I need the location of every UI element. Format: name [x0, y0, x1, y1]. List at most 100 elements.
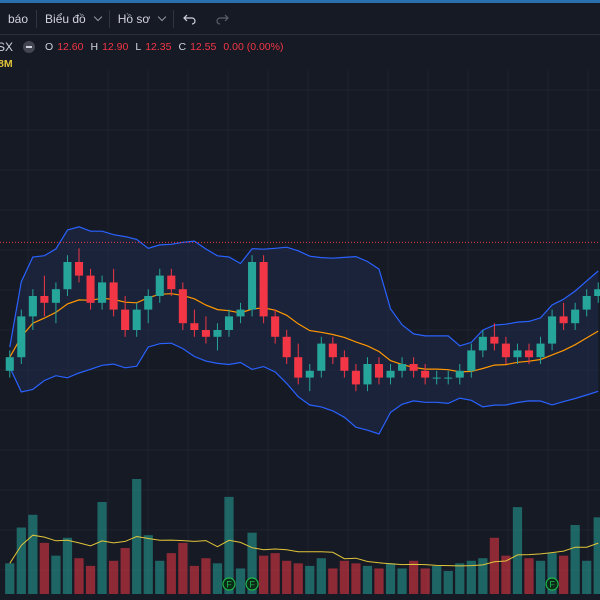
collapse-legend-button[interactable] — [23, 41, 36, 53]
candle-body — [398, 364, 407, 371]
candle-body — [548, 316, 557, 344]
chart-menu-label: Biểu đồ — [45, 11, 86, 26]
candle-body — [351, 370, 360, 385]
candle-body — [109, 282, 118, 310]
candle-body — [501, 343, 510, 358]
minus-icon — [26, 46, 33, 48]
volume-bar — [501, 555, 511, 594]
volume-bar — [409, 560, 419, 594]
low-label: L — [135, 41, 142, 53]
volume-bar — [466, 560, 476, 594]
candle-body — [178, 289, 187, 324]
candle-body — [213, 330, 222, 337]
candle-body — [144, 296, 153, 310]
candle-body — [17, 316, 26, 358]
candle-body — [409, 364, 418, 371]
candle-body — [490, 336, 499, 344]
redo-icon — [214, 11, 230, 27]
fund-marker-icon — [545, 577, 559, 591]
volume-bar — [455, 563, 465, 594]
candle-body — [340, 357, 349, 371]
toolbar-separator — [36, 9, 38, 28]
candle-body — [259, 262, 268, 317]
undo-button[interactable] — [174, 3, 206, 34]
candle-body — [86, 275, 95, 303]
candle-body — [167, 275, 176, 290]
candle-body — [63, 262, 72, 290]
menu-partial-label: báo — [8, 11, 29, 26]
volume-bar — [212, 563, 223, 594]
undo-icon — [182, 11, 198, 27]
candle-body — [559, 316, 568, 324]
chevron-down-icon — [93, 12, 102, 22]
volume-bar — [570, 525, 580, 594]
volume-bar — [443, 571, 453, 594]
candle-body — [271, 316, 280, 337]
volume-bar — [282, 560, 292, 594]
volume-bar — [351, 563, 361, 594]
volume-bar — [270, 553, 280, 594]
candle-body — [594, 289, 600, 296]
candle-body — [363, 364, 372, 385]
volume-bar — [85, 565, 96, 594]
candle-body — [201, 330, 210, 337]
price-legend: SX O 12.60 H 12.90 L 12.35 C 12.55 0.00 (0.0… — [0, 40, 286, 54]
bollinger-band-fill — [9, 226, 599, 434]
candle-body — [236, 309, 245, 317]
volume-bar — [593, 517, 600, 594]
volume-bar — [178, 542, 188, 594]
candle-body — [190, 323, 199, 330]
volume-bar — [374, 568, 384, 594]
candle-body — [478, 336, 487, 351]
candle-body — [282, 336, 291, 358]
low-value: 12.35 — [145, 41, 172, 53]
volume-bar — [397, 568, 407, 594]
candle-body — [524, 350, 534, 358]
volume-bar — [189, 565, 199, 594]
fund-marker-label: F — [226, 580, 232, 590]
candle-body — [224, 316, 234, 330]
toolbar-separator — [108, 9, 110, 28]
candle-body — [444, 377, 453, 379]
candle-body — [374, 364, 384, 378]
profile-menu-label: Hồ sơ — [117, 11, 151, 26]
volume-bar — [74, 558, 84, 594]
candle-body — [155, 275, 164, 296]
volume-bar — [28, 514, 38, 594]
volume-bar — [247, 532, 257, 594]
symbol-label: SX — [0, 40, 14, 54]
volume-bar — [235, 568, 246, 594]
toolbar-separator — [173, 9, 175, 28]
candle-body — [294, 357, 303, 378]
close-value: 12.55 — [190, 41, 217, 53]
candle-body — [248, 262, 257, 310]
candle-body — [467, 350, 476, 371]
volume-bar — [305, 565, 315, 594]
redo-button[interactable] — [206, 3, 238, 34]
volume-bar — [5, 563, 15, 594]
volume-bar — [547, 553, 557, 594]
bollinger-upper-line — [9, 226, 599, 348]
candle-body — [328, 343, 337, 358]
volume-bar — [420, 568, 430, 594]
volume-bar — [120, 548, 130, 594]
chevron-down-icon — [158, 12, 167, 22]
candle-body — [28, 296, 37, 317]
volume-legend: 8M — [0, 58, 13, 70]
fund-marker-label: F — [249, 580, 255, 590]
high-label: H — [90, 41, 99, 53]
top-toolbar: báo Biểu đồ Hồ sơ — [0, 0, 600, 34]
volume-bar — [97, 502, 107, 594]
chart-menu[interactable]: Biểu đồ — [37, 3, 109, 34]
volume-bar — [316, 558, 326, 594]
menu-partial[interactable]: báo — [0, 3, 36, 34]
open-value: 12.60 — [57, 41, 84, 53]
candle-body — [74, 262, 84, 276]
candle-body — [513, 350, 522, 358]
profile-menu[interactable]: Hồ sơ — [110, 3, 174, 34]
bollinger-lower-line — [9, 342, 599, 435]
volume-bar — [362, 565, 373, 594]
candle-body — [317, 343, 326, 371]
volume-bar — [385, 563, 396, 594]
